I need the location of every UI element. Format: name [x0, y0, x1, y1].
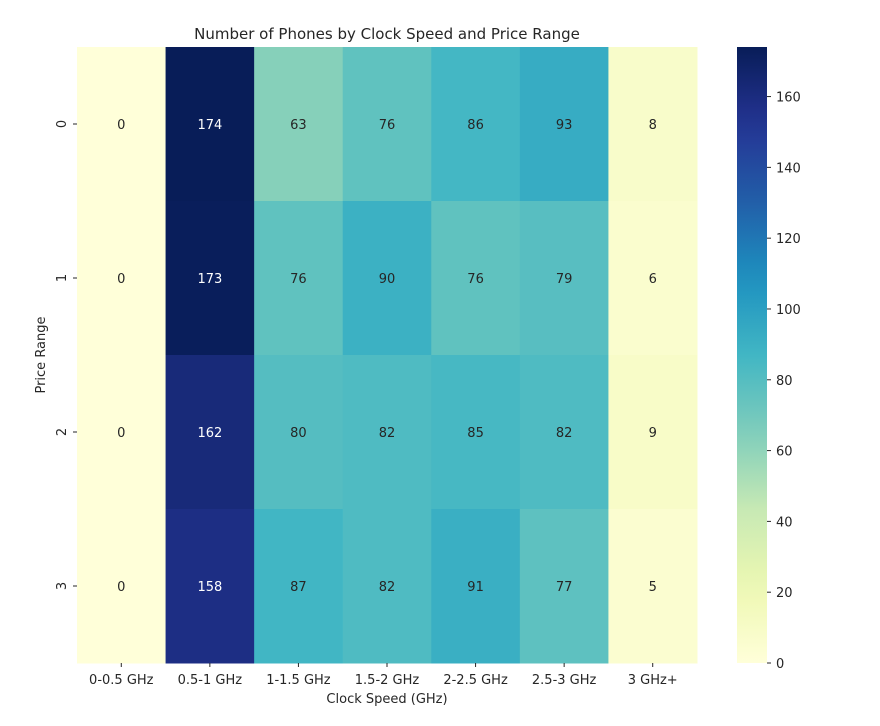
x-tick-label: 3 GHz+	[628, 673, 678, 688]
heatmap-cell	[165, 201, 255, 356]
heatmap-cell	[431, 355, 521, 510]
colorbar-tick-label: 40	[776, 515, 793, 530]
cell-value-label: 76	[290, 272, 307, 287]
y-tick-label: 2	[55, 428, 70, 436]
y-axis-ticks: 0 1 2 3	[55, 120, 77, 590]
colorbar	[737, 47, 767, 663]
cell-value-label: 90	[379, 272, 396, 287]
colorbar-tick-label: 0	[776, 657, 784, 672]
heatmap-cell	[608, 355, 698, 510]
cell-value-label: 8	[649, 118, 657, 133]
heatmap-cell	[342, 47, 432, 202]
heatmap-cells: 0 174 63 76 86 93 80 173 76 90 76 79 60 162 80 82 85 82 90…	[77, 47, 698, 664]
colorbar-tick-label: 60	[776, 445, 793, 460]
cell-value-label: 6	[649, 272, 657, 287]
colorbar-tick-label: 160	[776, 91, 801, 106]
heatmap-cell	[519, 355, 609, 510]
heatmap-cell	[254, 509, 344, 664]
colorbar-tick-label: 140	[776, 161, 801, 176]
x-tick-label: 1.5-2 GHz	[355, 673, 420, 688]
cell-value-label: 174	[197, 118, 222, 133]
heatmap-cell	[254, 355, 344, 510]
colorbar-tick-label: 120	[776, 232, 801, 247]
colorbar-tick-label: 80	[776, 374, 793, 389]
heatmap-cell	[254, 201, 344, 356]
heatmap-cell	[77, 201, 167, 356]
cell-value-label: 162	[197, 426, 222, 441]
cell-value-label: 82	[379, 426, 396, 441]
cell-value-label: 158	[197, 580, 222, 595]
heatmap-cell	[342, 509, 432, 664]
heatmap-cell	[608, 509, 698, 664]
chart-title: Number of Phones by Clock Speed and Pric…	[194, 25, 580, 43]
cell-value-label: 77	[556, 580, 573, 595]
colorbar-tick-label: 100	[776, 303, 801, 318]
x-tick-label: 0.5-1 GHz	[178, 673, 243, 688]
y-axis-label: Price Range	[34, 316, 49, 393]
cell-value-label: 82	[556, 426, 573, 441]
heatmap-cell	[165, 509, 255, 664]
heatmap-cell	[165, 355, 255, 510]
cell-value-label: 87	[290, 580, 307, 595]
x-tick-label: 2.5-3 GHz	[532, 673, 597, 688]
y-tick-label: 0	[55, 120, 70, 128]
cell-value-label: 0	[117, 118, 125, 133]
heatmap-cell	[77, 355, 167, 510]
heatmap-cell	[165, 47, 255, 202]
heatmap-cell	[431, 201, 521, 356]
heatmap-cell	[519, 47, 609, 202]
cell-value-label: 63	[290, 118, 307, 133]
cell-value-label: 82	[379, 580, 396, 595]
cell-value-label: 93	[556, 118, 573, 133]
heatmap-cell	[431, 47, 521, 202]
cell-value-label: 0	[117, 426, 125, 441]
heatmap-cell	[77, 509, 167, 664]
x-tick-label: 2-2.5 GHz	[443, 673, 508, 688]
heatmap-cell	[608, 201, 698, 356]
heatmap-cell	[254, 47, 344, 202]
cell-value-label: 0	[117, 272, 125, 287]
cell-value-label: 76	[467, 272, 484, 287]
cell-value-label: 173	[197, 272, 222, 287]
cell-value-label: 0	[117, 580, 125, 595]
cell-value-label: 5	[649, 580, 657, 595]
colorbar-tick-label: 20	[776, 586, 793, 601]
heatmap-cell	[77, 47, 167, 202]
cell-value-label: 85	[467, 426, 484, 441]
cell-value-label: 9	[649, 426, 657, 441]
y-tick-label: 3	[55, 582, 70, 590]
heatmap-cell	[342, 355, 432, 510]
x-axis-label: Clock Speed (GHz)	[326, 692, 447, 707]
x-tick-label: 0-0.5 GHz	[89, 673, 154, 688]
y-tick-label: 1	[55, 274, 70, 282]
cell-value-label: 86	[467, 118, 484, 133]
cell-value-label: 79	[556, 272, 573, 287]
heatmap-cell	[342, 201, 432, 356]
cell-value-label: 76	[379, 118, 396, 133]
x-tick-label: 1-1.5 GHz	[266, 673, 331, 688]
heatmap-cell	[431, 509, 521, 664]
heatmap-cell	[608, 47, 698, 202]
cell-value-label: 91	[467, 580, 484, 595]
cell-value-label: 80	[290, 426, 307, 441]
heatmap-cell	[519, 201, 609, 356]
heatmap-cell	[519, 509, 609, 664]
x-axis-ticks: 0-0.5 GHz 0.5-1 GHz 1-1.5 GHz 1.5-2 GHz 2-2.…	[89, 663, 678, 688]
colorbar-ticks: 0 20 40 60 80 100 120 140 160	[767, 91, 801, 672]
